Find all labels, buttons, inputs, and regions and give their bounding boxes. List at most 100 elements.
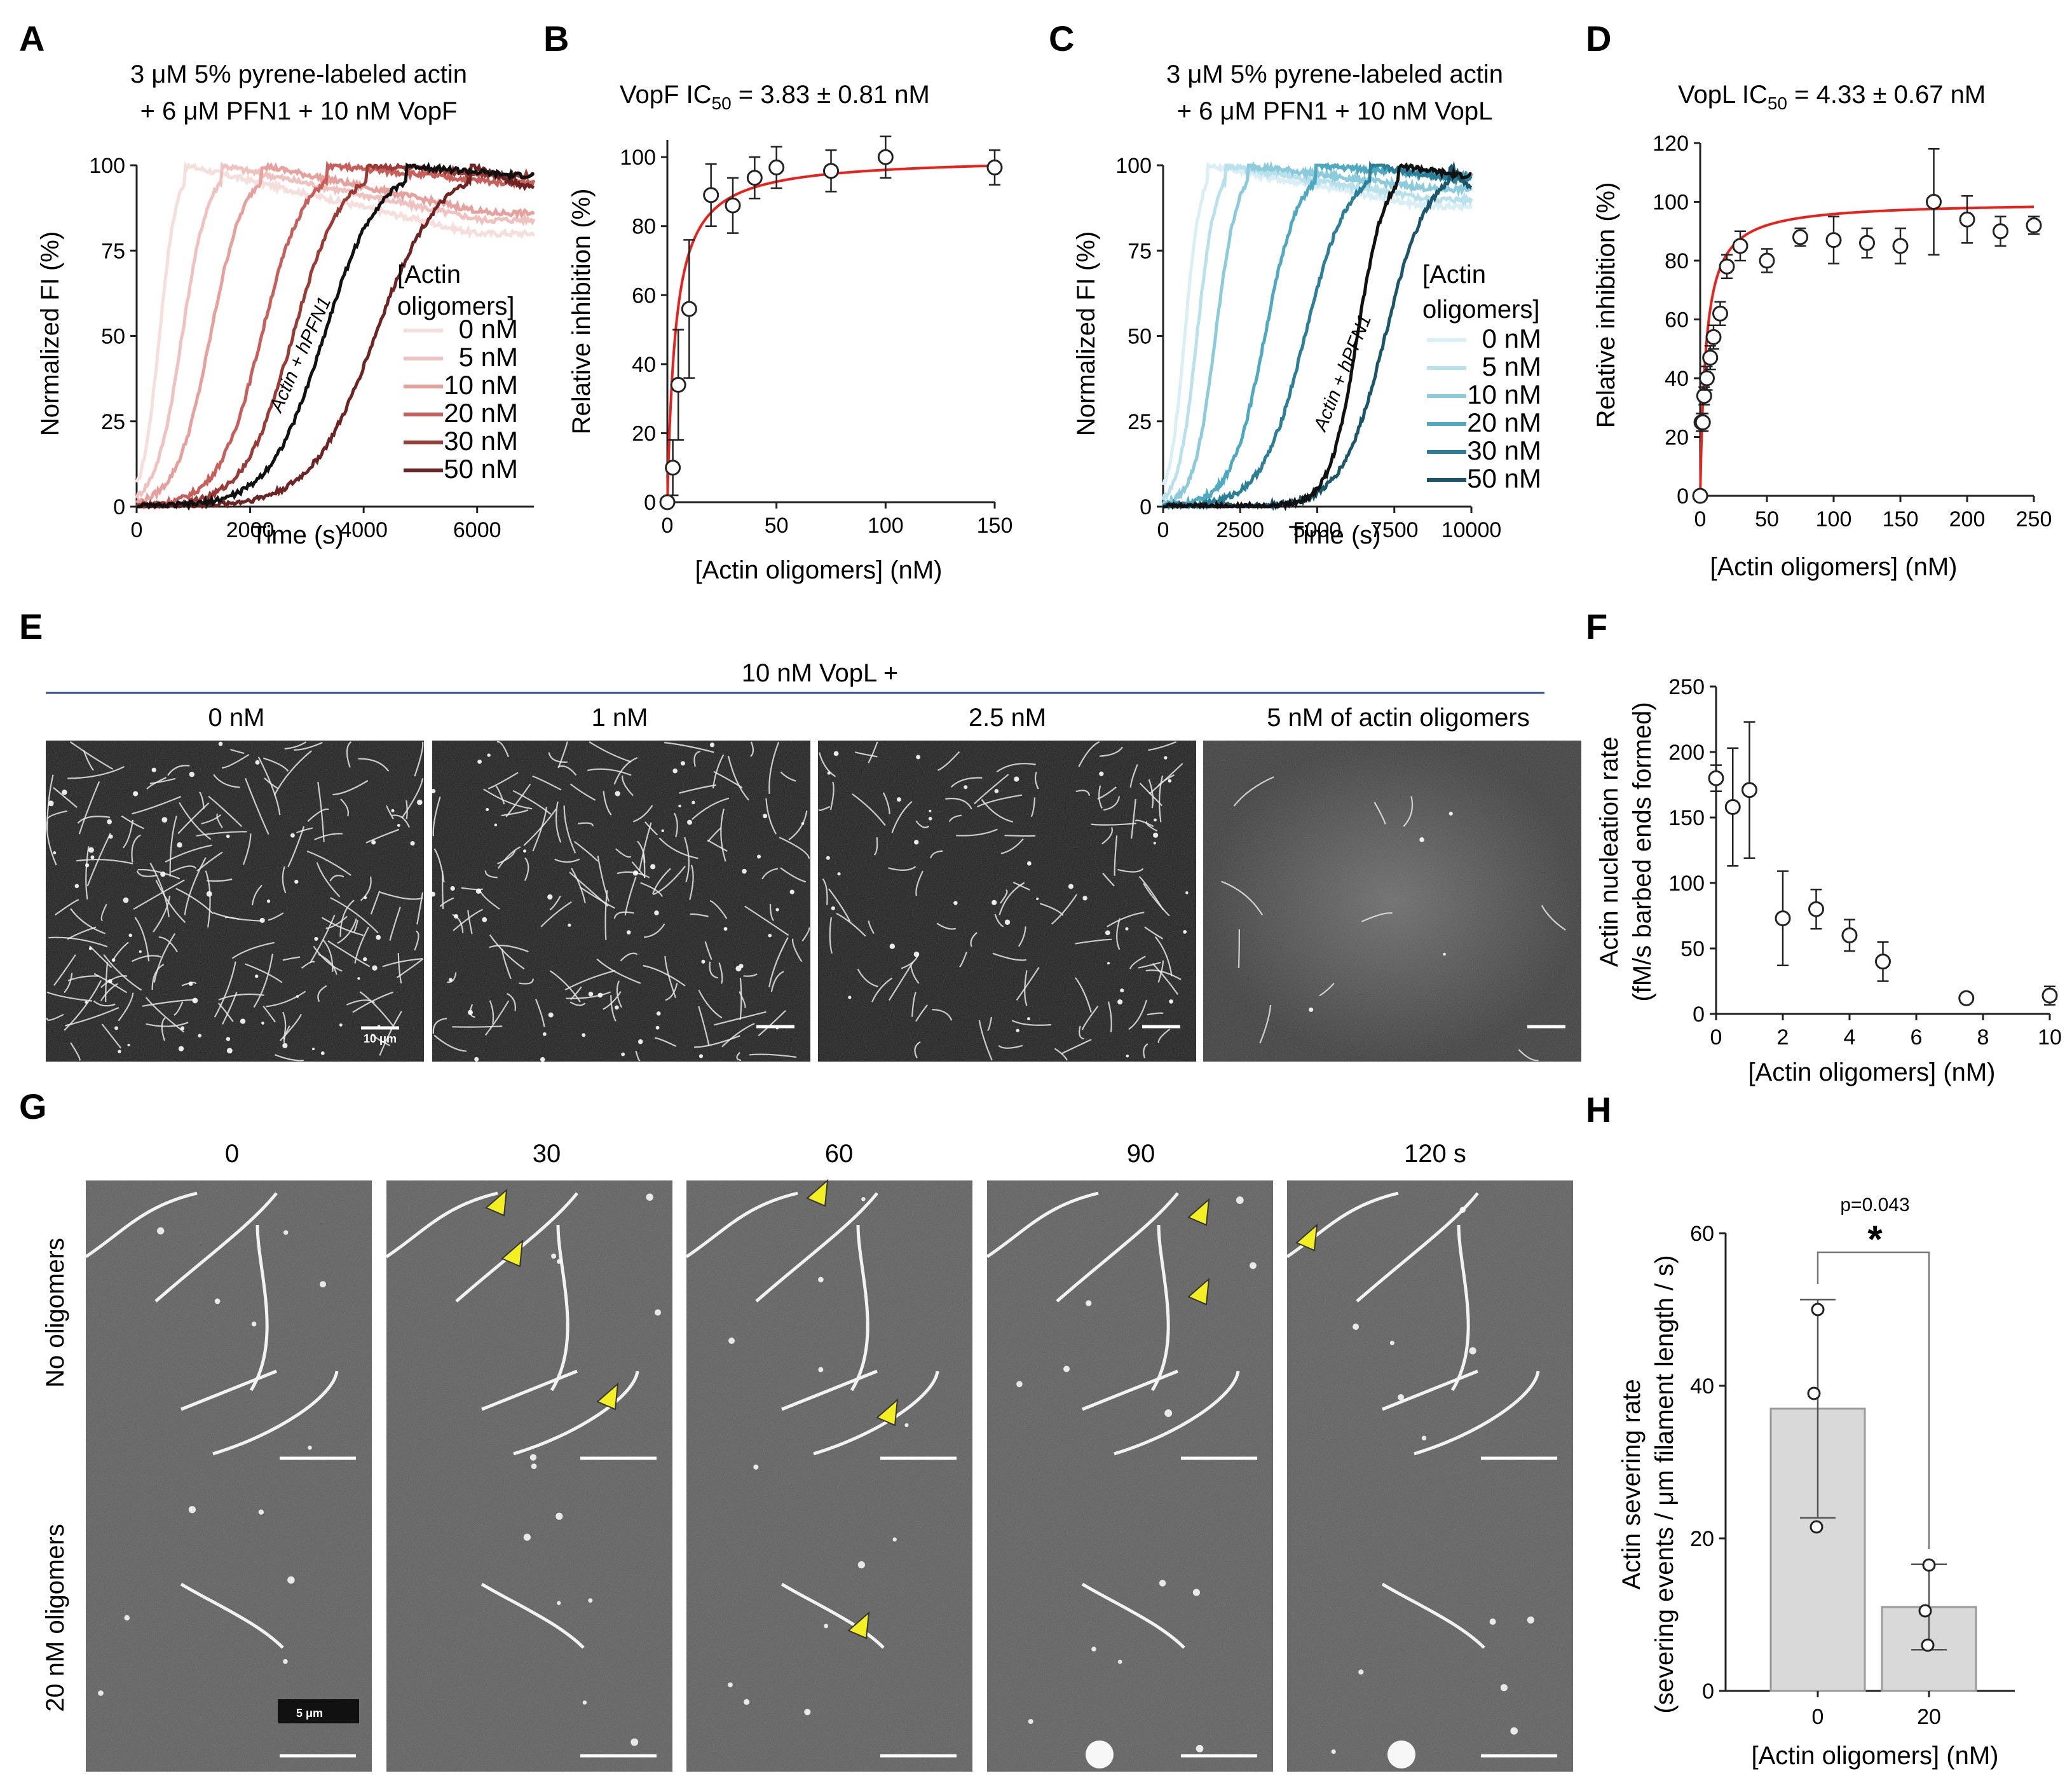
filament <box>360 876 372 901</box>
speck <box>124 1615 130 1621</box>
speck <box>916 755 921 760</box>
arrowhead-marker <box>501 1239 524 1268</box>
filament <box>337 918 357 944</box>
filament <box>153 933 176 983</box>
filament <box>231 941 275 959</box>
speck <box>582 1700 587 1705</box>
y-tick-label: 40 <box>1665 367 1689 391</box>
speck <box>88 847 94 853</box>
speck <box>151 767 156 772</box>
filament <box>346 999 376 1006</box>
filament <box>296 827 313 834</box>
replicate-point <box>1918 1604 1932 1618</box>
filament <box>184 857 207 915</box>
filament <box>652 868 671 894</box>
filament <box>1157 960 1164 983</box>
filament <box>257 756 281 816</box>
filament <box>665 983 678 1001</box>
filament <box>956 828 998 837</box>
data-point <box>1719 258 1735 275</box>
y-tick-label: 50 <box>1128 325 1152 349</box>
filament <box>262 757 289 772</box>
filament <box>1356 1192 1479 1303</box>
trace-actin-hpfn1 <box>1163 162 1472 511</box>
filament <box>101 1023 121 1049</box>
filament <box>495 786 505 805</box>
panel-b-title-suffix: = 3.83 ± 0.81 nM <box>732 81 930 109</box>
filament <box>317 985 327 1002</box>
speck <box>1443 952 1446 956</box>
speck <box>523 1533 531 1541</box>
panel-c-plot: 0 25 50 75 100 0 2500 5000 7500 10000 <box>1115 154 1501 542</box>
filament <box>371 1033 390 1046</box>
speck <box>363 957 367 962</box>
panel-g-micrographs <box>85 1179 1573 1772</box>
speck <box>735 966 742 972</box>
trace-10-nm <box>1161 161 1473 507</box>
speck <box>1309 1007 1314 1012</box>
speck <box>588 991 594 997</box>
speck <box>357 977 360 980</box>
filament <box>693 750 701 767</box>
data-point <box>1841 927 1858 943</box>
speck <box>283 1230 289 1235</box>
arrowhead-marker <box>485 1188 508 1217</box>
filament <box>149 863 170 917</box>
filament <box>868 920 875 934</box>
filament <box>613 756 638 785</box>
filament <box>64 980 102 1031</box>
filament <box>640 882 664 898</box>
filament <box>433 1034 467 1052</box>
filament <box>694 1035 740 1048</box>
speck <box>588 1598 593 1603</box>
filament <box>1114 1371 1240 1456</box>
trace-50-nm <box>1163 161 1473 512</box>
filament <box>1131 798 1136 839</box>
filament <box>268 912 284 921</box>
filament <box>855 751 878 758</box>
filament <box>85 846 90 900</box>
filament <box>1143 882 1170 917</box>
speck <box>1331 1749 1336 1754</box>
y-tick-label: 100 <box>620 146 656 170</box>
filament <box>950 777 983 788</box>
speck <box>266 899 271 903</box>
filament <box>603 791 612 816</box>
x-tick-label: 150 <box>977 514 1013 538</box>
speck <box>1120 988 1124 993</box>
speck <box>889 943 896 949</box>
filament <box>85 1191 198 1259</box>
filament <box>780 1582 885 1649</box>
filament <box>1138 875 1164 910</box>
filament <box>64 973 73 994</box>
filament <box>212 1371 339 1456</box>
filament <box>53 954 76 986</box>
y-tick-label: 0 <box>113 495 125 519</box>
filament <box>739 978 742 1020</box>
panel-label-h: H <box>1586 1090 1611 1130</box>
filament <box>275 1054 304 1062</box>
panel-h-ylabel-line1: Actin severing rate <box>1618 1379 1646 1589</box>
speck <box>111 958 116 962</box>
speck <box>547 894 553 900</box>
filament <box>118 992 134 1022</box>
speck <box>1459 1207 1466 1214</box>
filament <box>758 1010 786 1037</box>
filament <box>1030 797 1036 817</box>
speck <box>192 997 198 1004</box>
filament <box>1061 1039 1092 1055</box>
filament <box>685 1191 798 1259</box>
filament <box>978 1020 993 1061</box>
filament <box>569 1001 586 1006</box>
filament <box>577 822 594 826</box>
filament <box>720 808 726 862</box>
speck <box>626 930 631 935</box>
filament <box>791 938 803 962</box>
x-tick-label: 2000 <box>226 518 275 542</box>
data-point <box>681 301 697 317</box>
filament <box>77 816 111 824</box>
filament <box>643 923 665 938</box>
filament <box>714 1011 767 1026</box>
arrowhead-marker <box>1295 1223 1318 1252</box>
speck <box>630 1738 639 1746</box>
